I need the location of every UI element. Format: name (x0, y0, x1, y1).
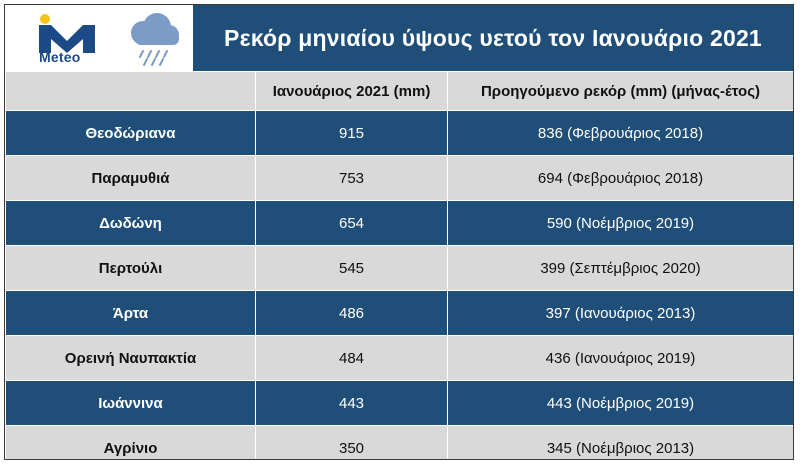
page-title: Ρεκόρ μηνιαίου ύψους υετού τον Ιανουάριο… (224, 24, 762, 51)
station-cell: Αγρίνιο (5, 425, 256, 459)
previous-record-cell: 590 (Νοέμβριος 2019) (447, 200, 793, 246)
previous-record-cell: 436 (Ιανουάριος 2019) (447, 335, 793, 381)
logo-area: Meteo (5, 5, 193, 71)
table-row: Άρτα 486 397 (Ιανουάριος 2013) (5, 290, 793, 336)
jan2021-cell: 545 (255, 245, 448, 291)
jan2021-cell: 484 (255, 335, 448, 381)
header-previous-record: Προηγούμενο ρεκόρ (mm) (μήνας-έτος) (447, 71, 793, 111)
jan2021-cell: 654 (255, 200, 448, 246)
previous-record-cell: 443 (Νοέμβριος 2019) (447, 380, 793, 426)
previous-record-cell: 836 (Φεβρουάριος 2018) (447, 110, 793, 156)
station-cell: Θεοδώριανα (5, 110, 256, 156)
station-cell: Παραμυθιά (5, 155, 256, 201)
rain-cloud-icon (131, 13, 179, 66)
infographic: Meteo Ρεκόρ μηνιαίου ύψους υετού τον Ιαν… (4, 4, 794, 460)
table-row: Αγρίνιο 350 345 (Νοέμβριος 2013) (5, 425, 793, 459)
meteo-m-logo-icon (39, 14, 95, 53)
header-jan2021: Ιανουάριος 2021 (mm) (255, 71, 448, 111)
table-row: Θεοδώριανα 915 836 (Φεβρουάριος 2018) (5, 110, 793, 156)
jan2021-cell: 443 (255, 380, 448, 426)
jan2021-cell: 350 (255, 425, 448, 459)
station-cell: Άρτα (5, 290, 256, 336)
jan2021-cell: 915 (255, 110, 448, 156)
previous-record-cell: 399 (Σεπτέμβριος 2020) (447, 245, 793, 291)
table-row: Δωδώνη 654 590 (Νοέμβριος 2019) (5, 200, 793, 246)
table-header-row: Ιανουάριος 2021 (mm) Προηγούμενο ρεκόρ (… (5, 71, 793, 111)
station-cell: Ιωάννινα (5, 380, 256, 426)
jan2021-cell: 753 (255, 155, 448, 201)
logo-text: Meteo (39, 49, 81, 65)
table-row: Ορεινή Ναυπακτία 484 436 (Ιανουάριος 201… (5, 335, 793, 381)
station-cell: Ορεινή Ναυπακτία (5, 335, 256, 381)
table-row: Περτούλι 545 399 (Σεπτέμβριος 2020) (5, 245, 793, 291)
station-cell: Δωδώνη (5, 200, 256, 246)
previous-record-cell: 397 (Ιανουάριος 2013) (447, 290, 793, 336)
title-bar: Ρεκόρ μηνιαίου ύψους υετού τον Ιανουάριο… (193, 5, 793, 71)
records-table: Ιανουάριος 2021 (mm) Προηγούμενο ρεκόρ (… (5, 71, 793, 459)
header-station (5, 71, 256, 111)
previous-record-cell: 345 (Νοέμβριος 2013) (447, 425, 793, 459)
jan2021-cell: 486 (255, 290, 448, 336)
table-row: Παραμυθιά 753 694 (Φεβρουάριος 2018) (5, 155, 793, 201)
table-row: Ιωάννινα 443 443 (Νοέμβριος 2019) (5, 380, 793, 426)
previous-record-cell: 694 (Φεβρουάριος 2018) (447, 155, 793, 201)
station-cell: Περτούλι (5, 245, 256, 291)
